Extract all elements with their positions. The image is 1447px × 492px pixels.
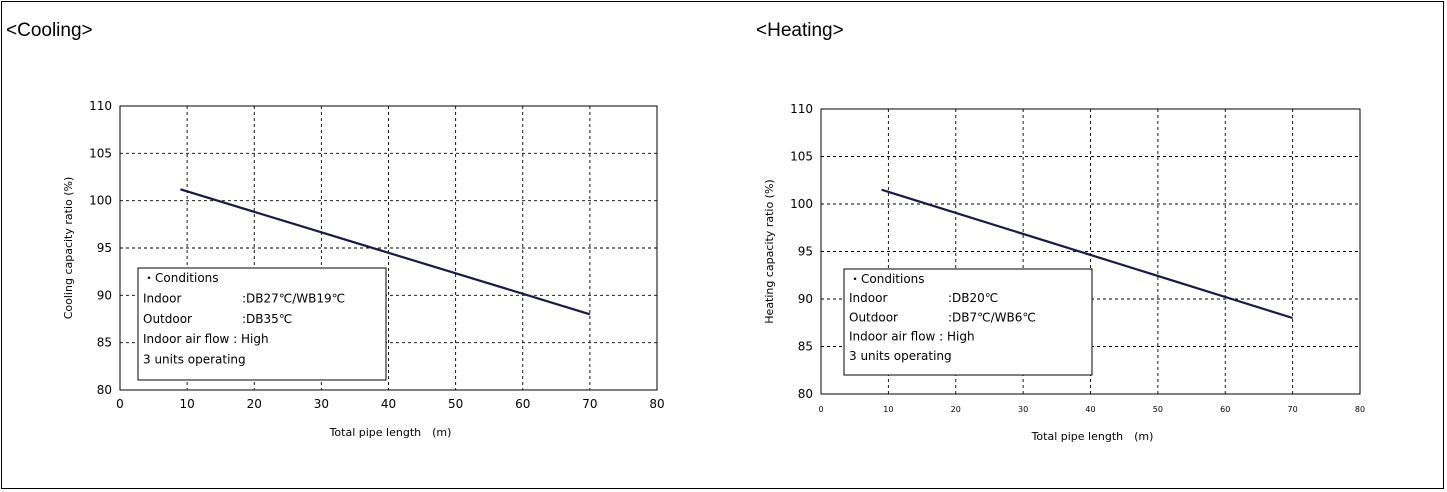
conditions-indoor-label: Indoor: [143, 291, 181, 305]
x-tick-label: 10: [883, 405, 893, 414]
series-line: [180, 188, 591, 316]
y-tick-label: 100: [790, 197, 813, 211]
x-axis-title: Total pipe length (m): [329, 426, 452, 439]
x-tick-label: 20: [247, 397, 262, 411]
x-tick-label: 80: [649, 397, 664, 411]
conditions-indoor-value: :DB20℃: [948, 291, 998, 305]
plot-area: [820, 108, 1361, 395]
conditions-box: [843, 268, 1093, 376]
conditions-outdoor-value: :DB7℃/WB6℃: [948, 310, 1036, 324]
series-line: [881, 188, 1293, 320]
conditions-heading: ・Conditions: [849, 272, 925, 286]
x-tick-label: 70: [582, 397, 597, 411]
x-tick-label: 30: [314, 397, 329, 411]
conditions-outdoor-label: Outdoor: [849, 310, 898, 324]
x-tick-label: 40: [1085, 405, 1095, 414]
x-tick-label: 40: [381, 397, 396, 411]
y-tick-label: 95: [97, 241, 112, 255]
y-tick-label: 85: [97, 336, 112, 350]
x-tick-label: 80: [1355, 405, 1365, 414]
conditions-indoor-value: :DB27℃/WB19℃: [242, 291, 345, 305]
x-tick-label: 70: [1288, 405, 1298, 414]
x-tick-label: 60: [515, 397, 530, 411]
y-tick-label: 110: [89, 99, 112, 113]
x-tick-label: 50: [448, 397, 463, 411]
x-tick-label: 50: [1153, 405, 1163, 414]
conditions-airflow: Indoor air flow : High: [849, 330, 975, 344]
x-tick-label: 0: [116, 397, 124, 411]
conditions-heading: ・Conditions: [143, 271, 219, 285]
y-tick-label: 95: [798, 245, 813, 259]
heating-section-title: <Heating>: [756, 20, 844, 41]
y-tick-label: 90: [97, 288, 112, 302]
x-tick-label: 60: [1220, 405, 1230, 414]
x-axis-title: Total pipe length (m): [1031, 430, 1154, 443]
conditions-indoor-label: Indoor: [849, 291, 887, 305]
conditions-box: [137, 267, 387, 381]
x-tick-label: 30: [1018, 405, 1028, 414]
y-axis-title: Cooling capacity ratio (%): [62, 177, 75, 320]
y-tick-label: 85: [798, 340, 813, 354]
conditions-units: 3 units operating: [849, 349, 952, 363]
plot-area: [119, 105, 658, 391]
y-axis-title: Heating capacity ratio (%): [763, 179, 776, 323]
x-tick-label: 0: [818, 405, 823, 414]
y-tick-label: 105: [89, 146, 112, 160]
y-tick-label: 80: [97, 383, 112, 397]
conditions-units: 3 units operating: [143, 353, 246, 367]
conditions-outdoor-label: Outdoor: [143, 312, 192, 326]
conditions-airflow: Indoor air flow : High: [143, 332, 269, 346]
conditions-outdoor-value: :DB35℃: [242, 312, 292, 326]
y-tick-label: 80: [798, 387, 813, 401]
y-tick-label: 90: [798, 292, 813, 306]
y-tick-label: 105: [790, 150, 813, 164]
y-tick-label: 110: [790, 102, 813, 116]
x-tick-label: 20: [951, 405, 961, 414]
y-tick-label: 100: [89, 194, 112, 208]
cooling-section-title: <Cooling>: [6, 20, 93, 41]
x-tick-label: 10: [179, 397, 194, 411]
